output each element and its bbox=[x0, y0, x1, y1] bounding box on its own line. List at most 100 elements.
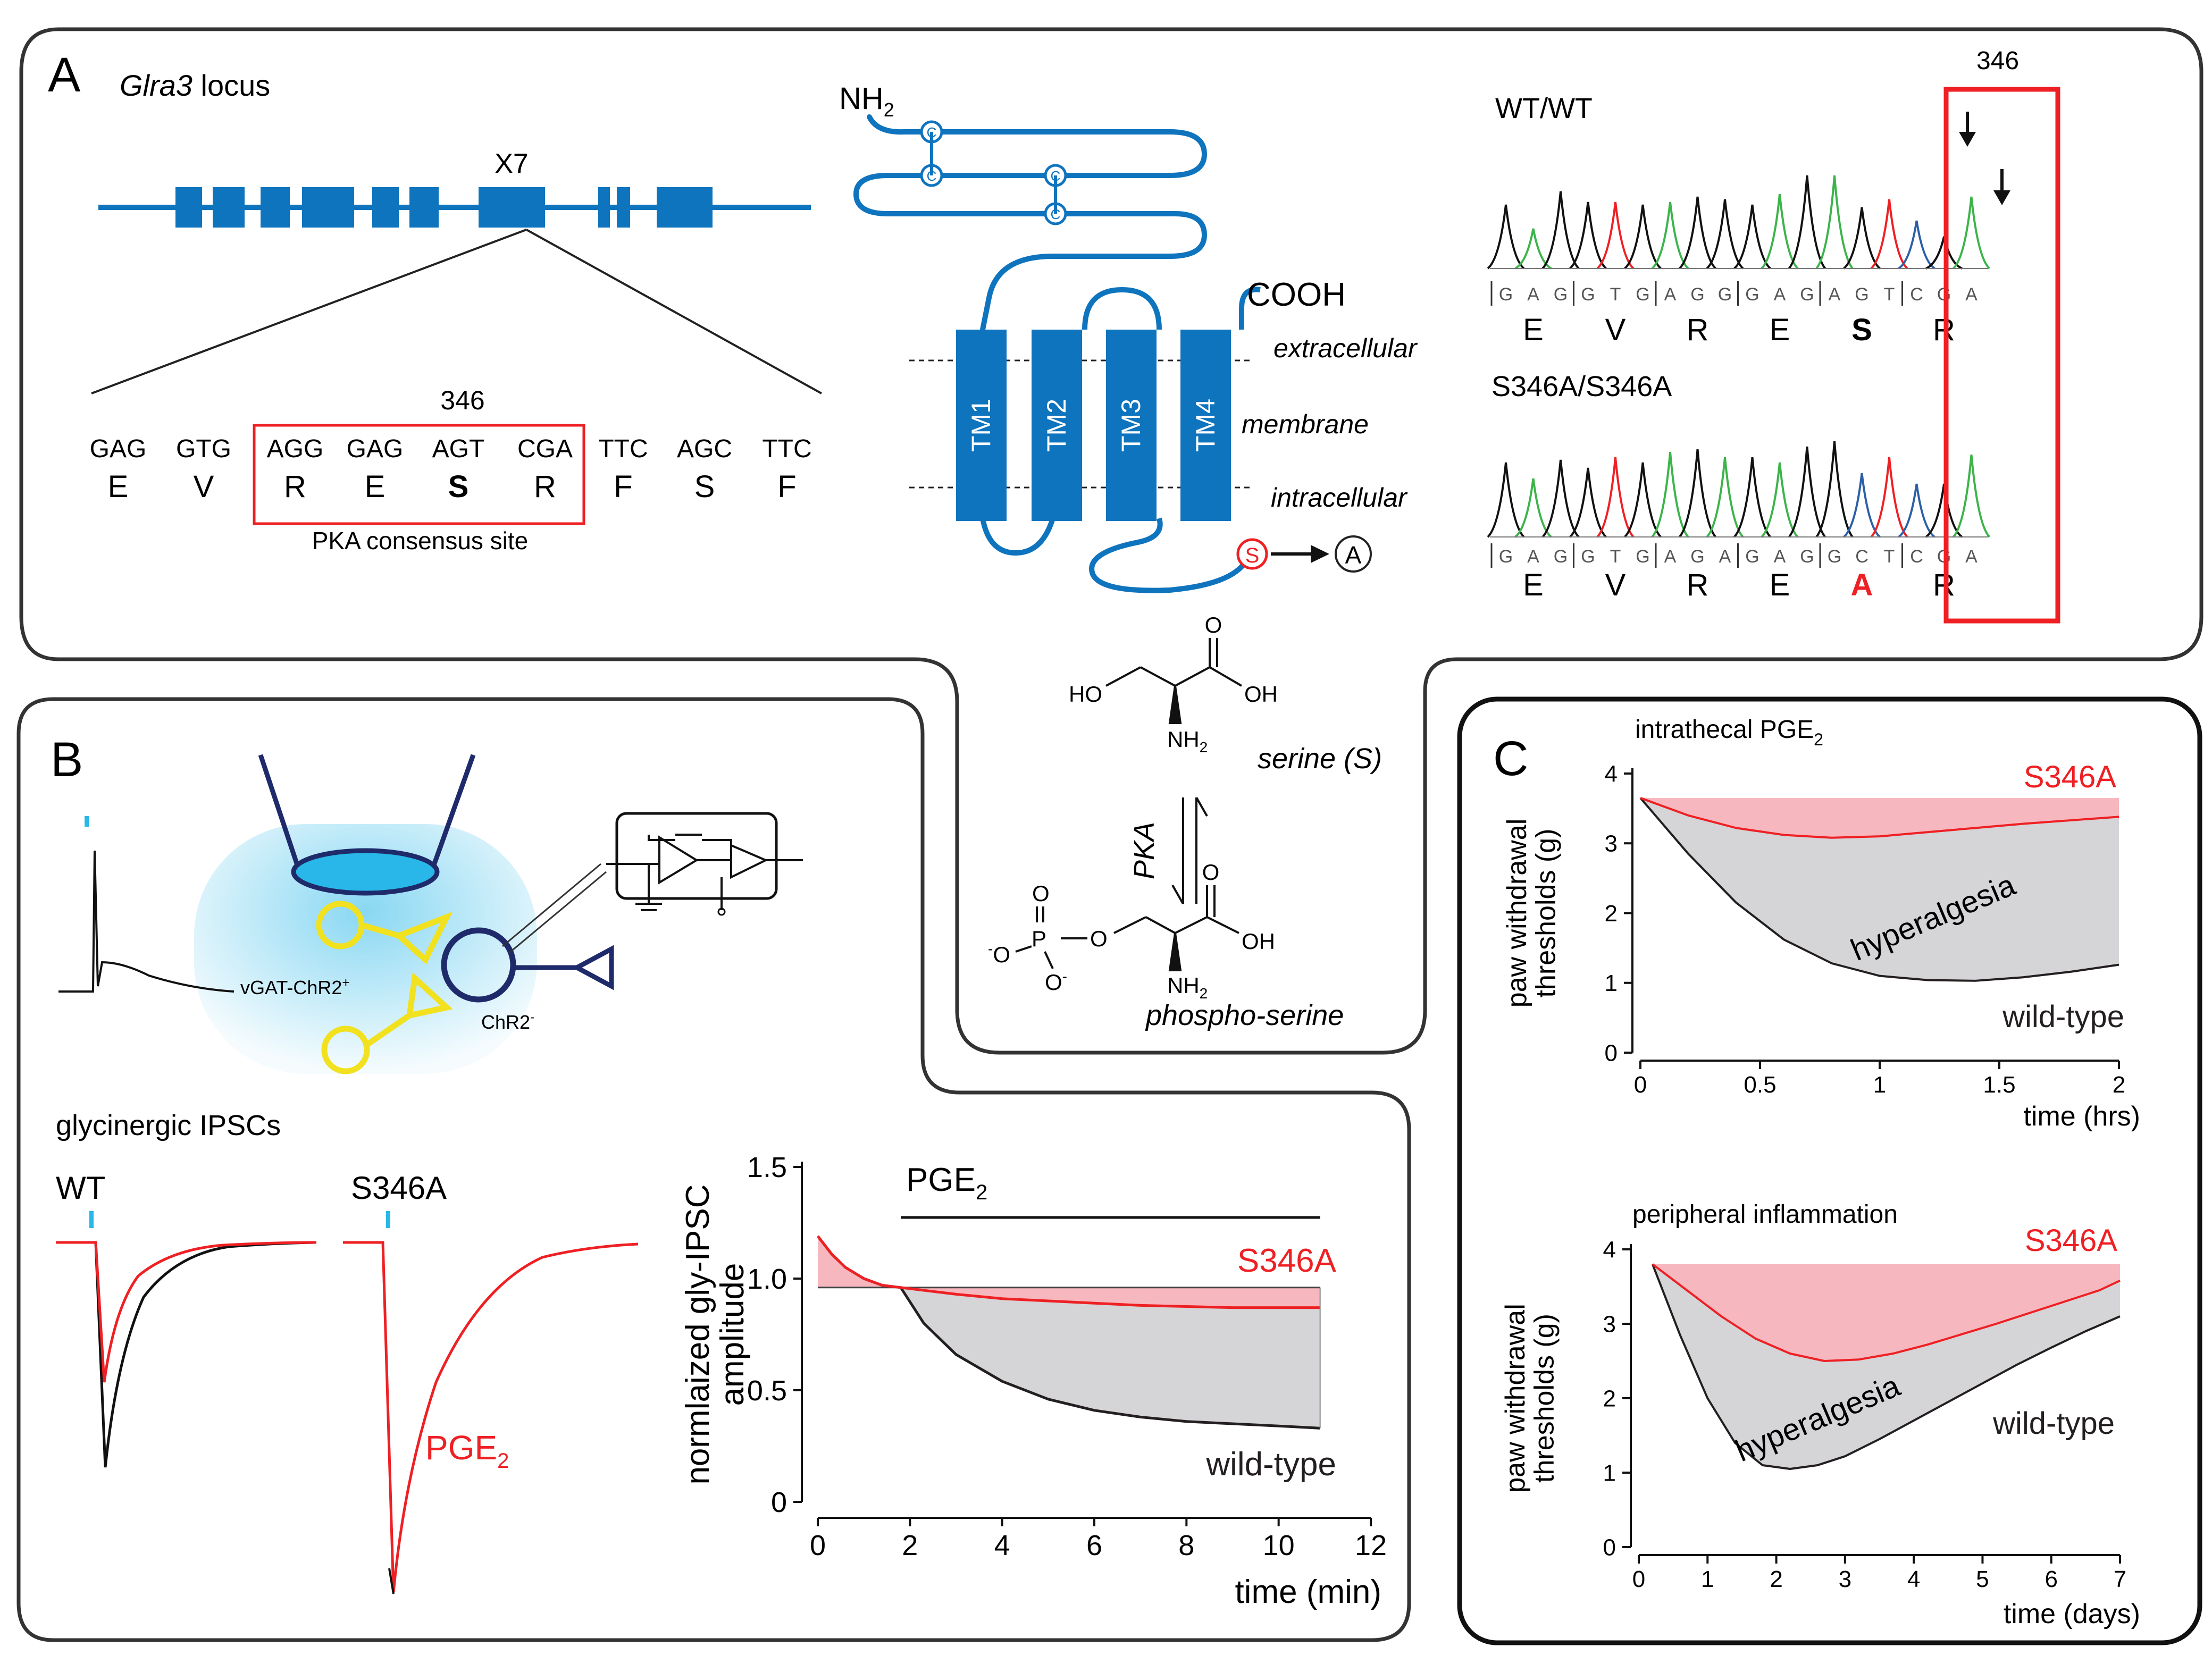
codon-amino-acid: S bbox=[694, 469, 715, 504]
base-call: C bbox=[1910, 547, 1923, 567]
base-call: T bbox=[1610, 547, 1621, 567]
codon-amino-acid: E bbox=[365, 469, 386, 504]
phospho-marker-letter: A bbox=[1345, 541, 1362, 569]
series-label-wild-type: wild-type bbox=[1205, 1446, 1336, 1483]
y-tick-label: 2 bbox=[1603, 1385, 1616, 1412]
residue-number: 346 bbox=[440, 385, 484, 415]
mutant-ipsc-red bbox=[343, 1241, 639, 1593]
phospho-o-top: O bbox=[1032, 881, 1050, 906]
y-tick-label: 1.0 bbox=[747, 1263, 787, 1295]
vgat-neuron-axon-1 bbox=[361, 911, 453, 964]
base-call: A bbox=[1719, 547, 1731, 567]
y-axis-label-line-1: normlaized gly-IPSC bbox=[680, 1184, 716, 1484]
x-tick-label: 6 bbox=[1086, 1530, 1102, 1561]
seq-amino-acid: A bbox=[1851, 568, 1873, 602]
codon: AGT bbox=[432, 435, 485, 463]
chromatogram-peak bbox=[1541, 459, 1580, 538]
serine-346-letter: S bbox=[1245, 544, 1260, 567]
chromatogram-peak bbox=[1624, 204, 1662, 270]
phospho-nh2-atom: NH2 bbox=[1167, 973, 1208, 1002]
phosphoserine-structure bbox=[1015, 885, 1239, 971]
codon: AGC bbox=[677, 435, 732, 463]
codon-346-highlight bbox=[1943, 87, 2060, 624]
panel-a-label: A bbox=[48, 48, 81, 102]
x-tick-label: 3 bbox=[1839, 1566, 1851, 1592]
serine-ho-atom: HO bbox=[1069, 682, 1102, 707]
exon bbox=[598, 187, 610, 228]
y-tick-label: 2 bbox=[1605, 901, 1618, 927]
chromatogram-peak bbox=[1541, 191, 1580, 270]
pka-consensus-label: PKA consensus site bbox=[312, 527, 529, 555]
serine-structure bbox=[1105, 638, 1243, 724]
tm2-segment bbox=[1032, 330, 1082, 521]
equilibrium-arrows bbox=[1171, 797, 1208, 904]
chromatogram-peak bbox=[1596, 201, 1635, 270]
cysteine-letter: C bbox=[927, 168, 937, 184]
y-axis-label-line-1: paw withdrawal bbox=[1500, 1304, 1531, 1493]
codon: GAG bbox=[347, 435, 404, 463]
shaded-area-hyperalgesia bbox=[818, 1236, 1320, 1429]
action-potential-trace bbox=[58, 816, 234, 993]
ipsc-title: glycinergic IPSCs bbox=[56, 1110, 281, 1141]
intrathecal-chart: 0 1 2 3 4 0 0.5 1 1.5 2 time (hrs) paw withdrawalth… bbox=[1502, 716, 2140, 1132]
recording-pipette-2 bbox=[509, 871, 607, 954]
x-axis-label: time (days) bbox=[2004, 1599, 2140, 1629]
chromatogram-peak bbox=[1788, 175, 1826, 270]
chromatogram-peak bbox=[1815, 175, 1854, 270]
chromatogram-peak bbox=[1761, 194, 1799, 270]
vgat-label: vGAT-ChR2+ bbox=[240, 976, 349, 998]
codon: GTG bbox=[176, 435, 231, 463]
exon bbox=[213, 187, 245, 228]
codon: AGG bbox=[267, 435, 324, 463]
base-call: G bbox=[1581, 284, 1595, 305]
amplitude-chart: 0 0.5 1.0 1.5 0 2 4 6 8 10 12 time (min) normlaized … bbox=[680, 1152, 1387, 1610]
mutant-trace-label: S346A/S346A bbox=[1492, 371, 1672, 402]
base-call: T bbox=[1610, 284, 1621, 305]
seq-amino-acid: E bbox=[1770, 313, 1790, 347]
y-tick-label: 3 bbox=[1603, 1311, 1616, 1337]
phospho-p-atom: P bbox=[1032, 926, 1046, 951]
y-tick-label: 3 bbox=[1605, 831, 1618, 857]
chromatogram-peak bbox=[1596, 457, 1635, 538]
base-call: G bbox=[1800, 284, 1814, 305]
intracellular-label: intracellular bbox=[1271, 483, 1408, 513]
seq-amino-acid: E bbox=[1523, 568, 1544, 602]
phospho-o-minus-bottom: O- bbox=[1045, 968, 1067, 995]
seq-residue-number: 346 bbox=[1976, 47, 2019, 75]
chromatogram-peak bbox=[1898, 483, 1936, 538]
mutation-arrow-head bbox=[1993, 190, 2010, 205]
base-call: A bbox=[1664, 284, 1677, 305]
objective-lens bbox=[258, 754, 476, 868]
base-call: G bbox=[1718, 284, 1732, 305]
base-call: G bbox=[1690, 284, 1704, 305]
x-tick-label: 0 bbox=[1632, 1566, 1645, 1592]
tm1-segment bbox=[956, 330, 1007, 521]
shaded-area-s346a bbox=[818, 1236, 1320, 1308]
serine-oh-atom: OH bbox=[1244, 682, 1278, 707]
phospho-oh-atom: OH bbox=[1242, 929, 1275, 954]
y-axis-label-line-2: thresholds (g) bbox=[1529, 1314, 1560, 1483]
mutation-arrows bbox=[1959, 112, 2010, 205]
base-call: C bbox=[1855, 547, 1869, 567]
panel-b-label: B bbox=[51, 733, 83, 787]
locus-title: Glra3 locus bbox=[120, 69, 270, 102]
chromatogram-peak bbox=[1815, 441, 1854, 538]
base-call: G bbox=[1554, 547, 1568, 567]
codon-amino-acid: R bbox=[534, 469, 556, 504]
panel-c-frame bbox=[1457, 696, 2202, 1645]
series-line bbox=[817, 1235, 1320, 1309]
x-tick-label: 10 bbox=[1263, 1530, 1295, 1561]
zoom-line-right bbox=[526, 229, 822, 394]
x-tick-label: 1.5 bbox=[1983, 1072, 2015, 1098]
exon-7 bbox=[479, 187, 545, 228]
vgat-neuron-soma-2 bbox=[321, 1026, 370, 1074]
x-tick-label: 1 bbox=[1873, 1072, 1886, 1098]
mutant-ipsc-black bbox=[388, 1568, 395, 1594]
seq-amino-acid: S bbox=[1851, 313, 1872, 347]
base-call: A bbox=[1829, 284, 1841, 305]
y-tick-label: 0.5 bbox=[747, 1375, 787, 1407]
nh2-label: NH2 bbox=[839, 81, 894, 121]
serine-nh2-atom: NH2 bbox=[1167, 727, 1208, 755]
